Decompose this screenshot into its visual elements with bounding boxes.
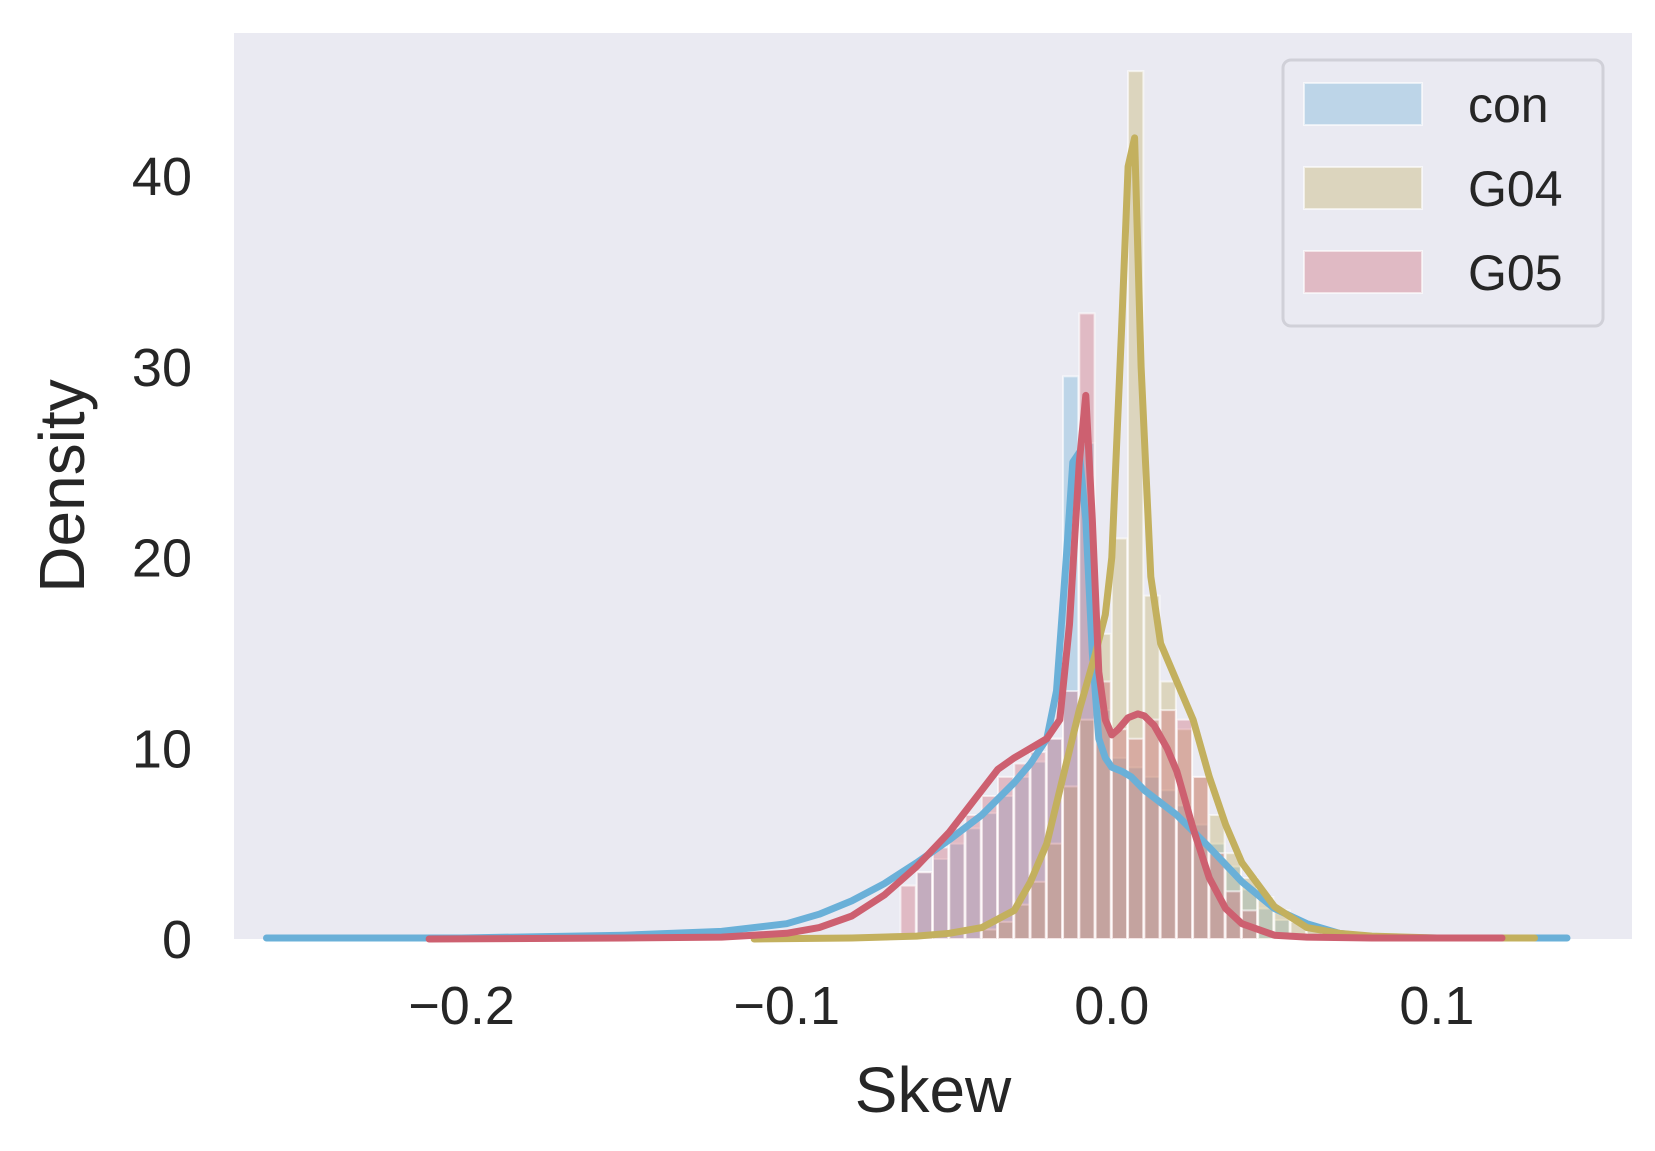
hist-bar-g05 xyxy=(899,884,917,941)
x-axis-label: Skew xyxy=(855,1054,1012,1126)
hist-bar-g05 xyxy=(1110,728,1129,940)
legend: con G04 G05 xyxy=(1281,58,1605,328)
y-axis-ticks: 0 10 20 30 40 xyxy=(132,147,192,970)
legend-label-g04: G04 xyxy=(1468,161,1563,217)
x-tick-label: 0.1 xyxy=(1399,976,1474,1036)
hist-bar-g05 xyxy=(915,871,934,941)
hist-bar-g05 xyxy=(932,846,950,940)
x-axis-ticks: −0.2 −0.1 0.0 0.1 xyxy=(408,976,1474,1036)
y-tick-label: 10 xyxy=(132,719,192,779)
legend-swatch-con xyxy=(1303,82,1423,126)
x-tick-label: −0.1 xyxy=(733,976,840,1036)
kde-lines xyxy=(263,134,1571,943)
legend-label-g05: G05 xyxy=(1468,245,1563,301)
histogram-bars xyxy=(899,70,1324,941)
hist-bar-g05 xyxy=(997,775,1015,940)
legend-swatch-g04 xyxy=(1303,166,1423,210)
legend-swatch-g05 xyxy=(1303,250,1423,294)
hist-bar-g05 xyxy=(948,827,966,940)
kde-line-g04 xyxy=(750,134,1538,943)
x-tick-label: 0.0 xyxy=(1074,976,1149,1036)
hist-bar-g05 xyxy=(1127,737,1145,940)
y-axis-label: Density xyxy=(26,379,98,592)
x-tick-label: −0.2 xyxy=(408,976,515,1036)
hist-bar-g05 xyxy=(1143,718,1161,941)
legend-box xyxy=(1281,58,1605,328)
hist-bar-g05 xyxy=(980,794,999,941)
y-tick-label: 0 xyxy=(162,910,192,970)
hist-bar-g05 xyxy=(964,814,982,941)
kde-line-g05 xyxy=(425,391,1506,943)
y-tick-label: 20 xyxy=(132,529,192,589)
y-tick-label: 30 xyxy=(132,338,192,398)
legend-label-con: con xyxy=(1468,77,1549,133)
y-tick-label: 40 xyxy=(132,147,192,207)
